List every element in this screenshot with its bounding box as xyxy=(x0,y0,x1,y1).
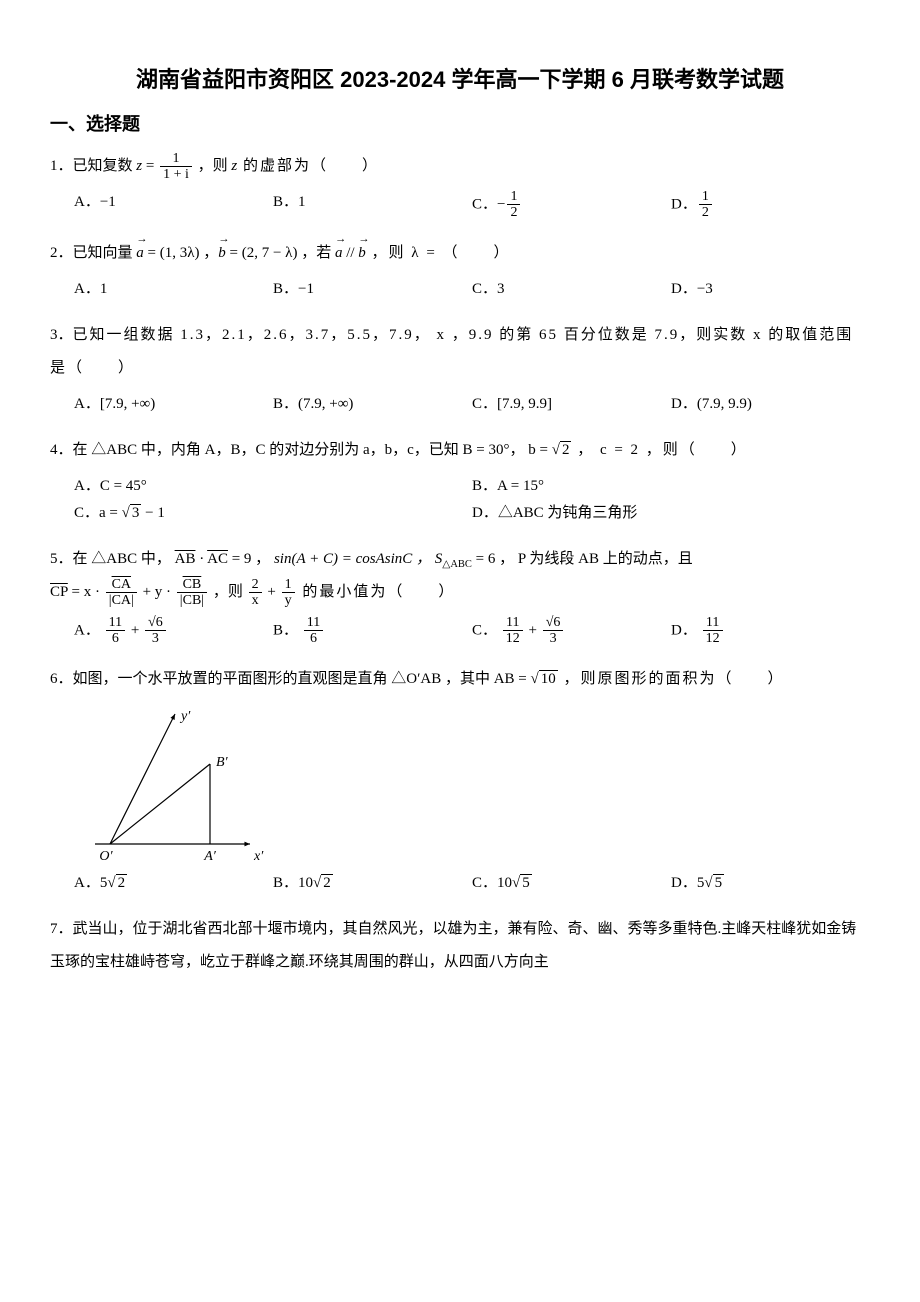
q1-text-a: 已知复数 xyxy=(73,158,133,174)
q3-opt-d: D．(7.9, 9.9) xyxy=(671,391,870,418)
q1-num: 1． xyxy=(50,158,73,174)
q2-opt-c: C．3 xyxy=(472,276,671,303)
q5-opt-b: B． 116 xyxy=(273,615,472,647)
q3-opt-a: A．[7.9, +∞) xyxy=(74,391,273,418)
q4-opt-a: A．C = 45° xyxy=(74,473,472,500)
q4-opt-c: C．a = √3 − 1 xyxy=(74,500,472,527)
q1-frac-den: 1 + i xyxy=(160,167,192,182)
q1-opt-a: A．−1 xyxy=(74,189,273,221)
svg-text:x′: x′ xyxy=(253,849,264,864)
svg-text:O′: O′ xyxy=(99,849,113,864)
question-6: 6．如图，一个水平放置的平面图形的直观图是直角 △O′AB ，其中 AB = √… xyxy=(50,663,870,696)
q6-diagram: y′ B′ O′ A′ x′ xyxy=(80,704,280,864)
q5-opt-c: C． 1112 + √63 xyxy=(472,615,671,647)
q6-opt-b: B．10√2 xyxy=(273,870,472,897)
q5-opt-d: D． 1112 xyxy=(671,615,870,647)
q4-opt-d: D．△ABC 为钝角三角形 xyxy=(472,500,870,527)
q3-options: A．[7.9, +∞) B．(7.9, +∞) C．[7.9, 9.9] D．(… xyxy=(74,391,870,418)
svg-text:A′: A′ xyxy=(203,849,217,864)
question-7: 7．武当山，位于湖北省西北部十堰市境内，其自然风光，以雄为主，兼有险、奇、幽、秀… xyxy=(50,913,870,979)
question-4: 4．在 △ABC 中，内角 A，B，C 的对边分别为 a，b，c，已知 B = … xyxy=(50,434,870,467)
q5-options: A． 116 + √63 B． 116 C． 1112 + √63 D． 111… xyxy=(74,615,870,647)
q6-opt-a: A．5√2 xyxy=(74,870,273,897)
q2-opt-a: A．1 xyxy=(74,276,273,303)
q3-opt-b: B．(7.9, +∞) xyxy=(273,391,472,418)
section-heading: 一、选择题 xyxy=(50,108,870,140)
q2-options: A．1 B．−1 C．3 D．−3 xyxy=(74,276,870,303)
q1-options: A．−1 B．1 C．−12 D．12 xyxy=(74,189,870,221)
svg-text:y′: y′ xyxy=(179,709,191,724)
page-title: 湖南省益阳市资阳区 2023-2024 学年高一下学期 6 月联考数学试题 xyxy=(50,60,870,100)
q6-opt-c: C．10√5 xyxy=(472,870,671,897)
q1-opt-d: D．12 xyxy=(671,189,870,221)
q1-opt-b: B．1 xyxy=(273,189,472,221)
q4-options: A．C = 45° B．A = 15° C．a = √3 − 1 D．△ABC … xyxy=(74,473,870,527)
q4-opt-b: B．A = 15° xyxy=(472,473,870,500)
question-1: 1．已知复数 z = 1 1 + i ，则 z 的虚部为（ ） xyxy=(50,150,870,183)
q6-opt-d: D．5√5 xyxy=(671,870,870,897)
q5-opt-a: A． 116 + √63 xyxy=(74,615,273,647)
q1-frac-num: 1 xyxy=(160,151,192,167)
q1-frac: 1 1 + i xyxy=(160,151,192,183)
question-3: 3．已知一组数据 1.3，2.1，2.6，3.7，5.5，7.9， x ，9.9… xyxy=(50,319,870,385)
q2-opt-d: D．−3 xyxy=(671,276,870,303)
q6-options: A．5√2 B．10√2 C．10√5 D．5√5 xyxy=(74,870,870,897)
q1-eq: = xyxy=(142,158,158,174)
q1-opt-c: C．−12 xyxy=(472,189,671,221)
question-2: 2．已知向量 a = (1, 3λ) ，b = (2, 7 − λ) ，若 a … xyxy=(50,237,870,270)
q1-text-b: ，则 xyxy=(194,158,232,174)
svg-text:B′: B′ xyxy=(216,755,229,770)
q2-opt-b: B．−1 xyxy=(273,276,472,303)
question-5: 5．在 △ABC 中， AB · AC = 9 ， sin(A + C) = c… xyxy=(50,543,870,609)
q3-opt-c: C．[7.9, 9.9] xyxy=(472,391,671,418)
q1-text-c: 的虚部为（ ） xyxy=(237,158,379,174)
